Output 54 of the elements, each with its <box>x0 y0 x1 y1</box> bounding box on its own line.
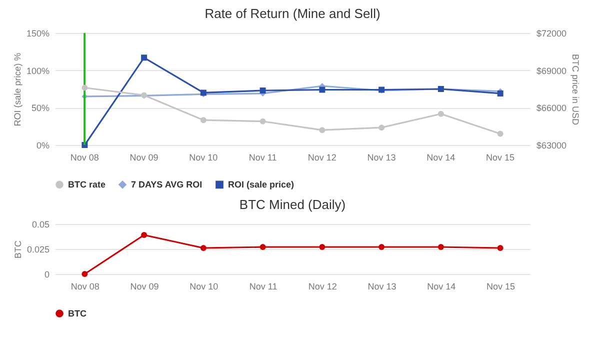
point <box>82 271 88 277</box>
chart-title: Rate of Return (Mine and Sell) <box>204 6 380 21</box>
y-tick-label: 0 <box>44 270 50 280</box>
x-tick-label: Nov 11 <box>249 282 278 292</box>
point <box>141 54 148 61</box>
x-tick-label: Nov 15 <box>486 282 516 292</box>
x-tick-label: Nov 14 <box>426 152 456 162</box>
y2-tick-label: $63000 <box>536 140 567 150</box>
point <box>319 86 326 93</box>
legend-label: BTC <box>68 308 87 318</box>
point <box>319 244 326 250</box>
x-tick-label: Nov 08 <box>70 282 100 292</box>
y-tick-label: 0% <box>36 140 50 150</box>
y-tick-label: 50% <box>31 103 50 114</box>
y-tick-label: 150% <box>26 28 50 38</box>
y-tick-label: 100% <box>26 66 50 76</box>
x-tick-label: Nov 13 <box>367 152 396 162</box>
point <box>497 130 504 137</box>
x-tick-label: Nov 11 <box>248 152 277 162</box>
point <box>260 244 266 250</box>
x-tick-label: Nov 09 <box>130 282 159 292</box>
legend-label: 7 DAYS AVG ROI <box>131 180 202 190</box>
x-tick-label: Nov 12 <box>308 152 336 162</box>
point <box>319 127 326 134</box>
legend-label: BTC rate <box>68 180 106 190</box>
chart-title: BTC Mined (Daily) <box>239 197 346 212</box>
point <box>260 118 266 124</box>
x-tick-label: Nov 15 <box>486 152 515 162</box>
x-tick-label: Nov 13 <box>368 282 396 292</box>
point <box>378 244 385 250</box>
point <box>260 87 266 94</box>
point <box>200 245 206 251</box>
point <box>141 232 148 238</box>
legend-label: ROI (sale price) <box>228 180 294 190</box>
x-tick-label: Nov 09 <box>130 152 158 162</box>
x-tick-label: Nov 12 <box>308 282 337 292</box>
y-axis-title: BTC <box>12 240 23 258</box>
y2-tick-label: $69000 <box>536 66 567 76</box>
y-tick-label: 0.025 <box>26 244 50 254</box>
x-tick-label: Nov 08 <box>70 152 99 162</box>
y-axis-title: ROI (sale price) % <box>12 52 22 126</box>
y2-tick-label: $66000 <box>536 103 567 114</box>
y2-axis-title: BTC price in USD <box>570 54 581 126</box>
point <box>378 124 385 131</box>
y2-tick-label: $72000 <box>536 28 567 38</box>
point <box>497 245 504 251</box>
x-tick-label: Nov 14 <box>427 282 456 292</box>
point <box>438 244 444 250</box>
point <box>438 110 444 117</box>
point <box>82 84 88 91</box>
x-tick-label: Nov 10 <box>189 152 218 162</box>
x-tick-label: Nov 10 <box>190 282 218 292</box>
point <box>200 117 206 124</box>
y-tick-label: 0.05 <box>32 220 50 230</box>
